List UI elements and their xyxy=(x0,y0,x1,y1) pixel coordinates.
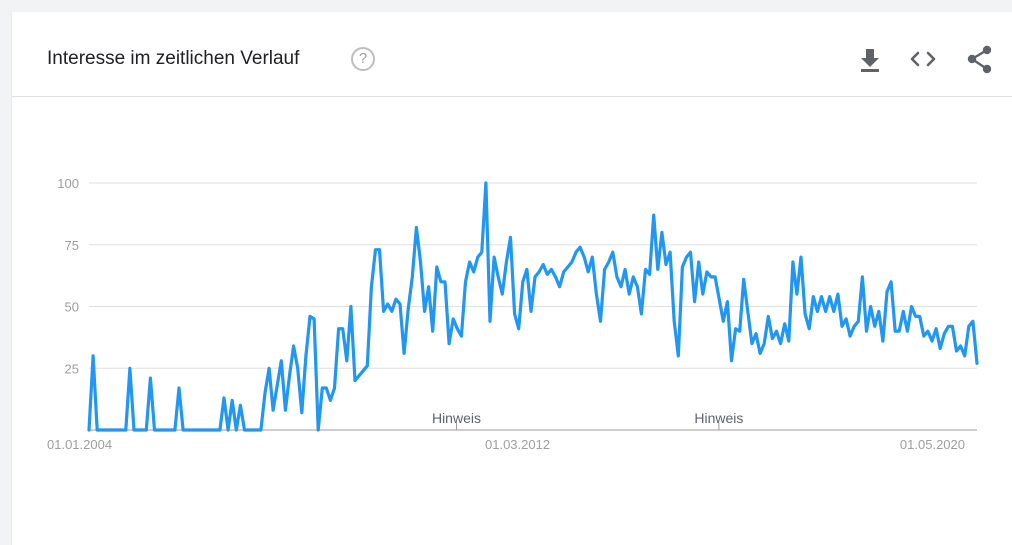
trend-line-chart: 25 50 75 100 01.01.2004 01.03.2012 01.05.2020 H… xyxy=(12,12,1012,545)
y-tick-label: 75 xyxy=(65,238,79,253)
annotation-label: Hinweis xyxy=(432,410,481,426)
y-tick-label: 25 xyxy=(65,361,79,376)
x-tick-label: 01.05.2020 xyxy=(900,437,965,452)
interest-over-time-card: Interesse im zeitlichen Verlauf ? 25 xyxy=(12,12,1012,545)
x-tick-label: 01.03.2012 xyxy=(485,437,550,452)
annotation-label: Hinweis xyxy=(694,410,743,426)
y-tick-label: 100 xyxy=(57,176,79,191)
x-tick-label: 01.01.2004 xyxy=(47,437,112,452)
y-tick-label: 50 xyxy=(65,300,79,315)
